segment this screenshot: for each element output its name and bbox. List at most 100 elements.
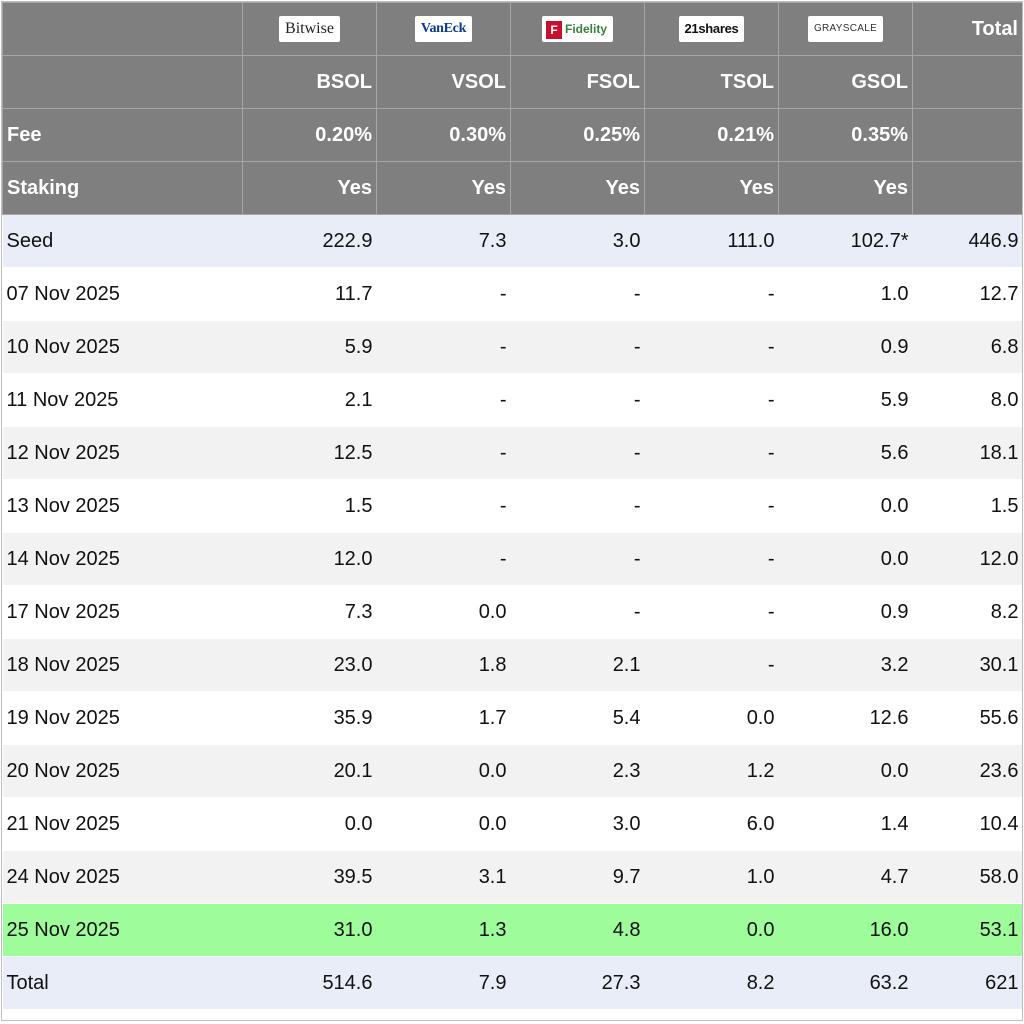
row-total-cell: 30.1 bbox=[912, 638, 1023, 692]
flow-value-cell: 0.0 bbox=[376, 797, 511, 851]
table-row: 07 Nov 2025 11.7- - -1.0 12.7 bbox=[2, 267, 1023, 321]
flow-value-cell: - bbox=[510, 373, 645, 427]
row-label: 10 Nov 2025 bbox=[2, 320, 243, 374]
issuer-logo-cell: Bitwise bbox=[242, 2, 377, 56]
table-row: 24 Nov 2025 39.5 3.1 9.7 1.0 4.7 58.0 bbox=[2, 850, 1023, 904]
flow-value-cell: 35.9 bbox=[242, 691, 377, 745]
flow-value-cell: 12.6 bbox=[778, 691, 913, 745]
flow-value-cell: 0.0 bbox=[376, 585, 511, 639]
flow-value-cell: 8.2 bbox=[644, 956, 779, 1010]
row-total-cell: 12.7 bbox=[912, 267, 1023, 321]
flow-value-cell: 5.4 bbox=[510, 691, 645, 745]
vaneck-logo: VanEck bbox=[414, 16, 473, 42]
flow-value-cell: 23.0 bbox=[242, 638, 377, 692]
table-row: 12 Nov 2025 12.5- - -5.6 18.1 bbox=[2, 426, 1023, 480]
flow-value-cell: 11.7 bbox=[242, 267, 377, 321]
flow-value-cell: 16.0 bbox=[778, 903, 913, 957]
issuer-logo-text: Fidelity bbox=[564, 22, 607, 36]
row-total-cell: 6.8 bbox=[912, 320, 1023, 374]
total-fee-blank bbox=[912, 108, 1023, 162]
fee-cell: 0.25% bbox=[510, 108, 645, 162]
issuer-logo-cell: GRAYSCALE bbox=[778, 2, 913, 56]
flow-value-cell: 1.0 bbox=[644, 850, 779, 904]
flow-value-cell: 1.8 bbox=[376, 638, 511, 692]
flow-value-cell: 0.0 bbox=[644, 903, 779, 957]
flow-value-cell: 2.3 bbox=[510, 744, 645, 798]
flow-value-cell: 1.4 bbox=[778, 797, 913, 851]
flow-value-cell: 0.0 bbox=[778, 532, 913, 586]
flow-value-cell: 2.1 bbox=[510, 638, 645, 692]
issuer-logo-cell: F Fidelity bbox=[510, 2, 645, 56]
flow-value-cell: 1.5 bbox=[242, 479, 377, 533]
table-row: 10 Nov 2025 5.9- - -0.9 6.8 bbox=[2, 320, 1023, 374]
logo-row: Bitwise VanEck F Fidelity 21shares GRAYSCALE T… bbox=[2, 2, 1023, 56]
row-label: Total bbox=[2, 956, 243, 1010]
flow-value-cell: 20.1 bbox=[242, 744, 377, 798]
table-header: Bitwise VanEck F Fidelity 21shares GRAYSCALE T… bbox=[2, 2, 1023, 215]
row-total-cell: 55.6 bbox=[912, 691, 1023, 745]
row-total-cell: 8.2 bbox=[912, 585, 1023, 639]
row-label: 18 Nov 2025 bbox=[2, 638, 243, 692]
total-staking-blank bbox=[912, 161, 1023, 215]
flow-value-cell: 1.7 bbox=[376, 691, 511, 745]
table-row: 19 Nov 2025 35.9 1.7 5.4 0.0 12.6 55.6 bbox=[2, 691, 1023, 745]
flow-value-cell: - bbox=[644, 373, 779, 427]
flow-value-cell: 102.7* bbox=[778, 214, 913, 268]
flow-value-cell: - bbox=[510, 479, 645, 533]
flow-value-cell: - bbox=[376, 267, 511, 321]
flow-value-cell: 12.0 bbox=[242, 532, 377, 586]
flow-value-cell: - bbox=[644, 585, 779, 639]
flow-value-cell: 6.0 bbox=[644, 797, 779, 851]
fee-row-label: Fee bbox=[2, 108, 243, 162]
flow-value-cell: - bbox=[376, 373, 511, 427]
row-label: 11 Nov 2025 bbox=[2, 373, 243, 427]
flow-value-cell: 5.9 bbox=[242, 320, 377, 374]
total-row: Total 514.6 7.9 27.3 8.2 63.2 621 bbox=[2, 956, 1023, 1010]
staking-cell: Yes bbox=[644, 161, 779, 215]
flow-value-cell: 7.3 bbox=[242, 585, 377, 639]
flow-value-cell: 5.6 bbox=[778, 426, 913, 480]
row-label: 21 Nov 2025 bbox=[2, 797, 243, 851]
table-row: 25 Nov 2025 31.0 1.3 4.8 0.0 16.0 53.1 bbox=[2, 903, 1023, 957]
row-label: 19 Nov 2025 bbox=[2, 691, 243, 745]
flow-value-cell: - bbox=[376, 320, 511, 374]
ticker-cell: GSOL bbox=[778, 55, 913, 109]
flow-value-cell: 0.9 bbox=[778, 320, 913, 374]
table-row: 17 Nov 2025 7.3 0.0- -0.9 8.2 bbox=[2, 585, 1023, 639]
flow-value-cell: - bbox=[644, 320, 779, 374]
flow-value-cell: 4.8 bbox=[510, 903, 645, 957]
flow-value-cell: 12.5 bbox=[242, 426, 377, 480]
bitwise-logo: Bitwise bbox=[279, 16, 340, 42]
flow-value-cell: 514.6 bbox=[242, 956, 377, 1010]
flow-value-cell: 27.3 bbox=[510, 956, 645, 1010]
row-total-cell: 10.4 bbox=[912, 797, 1023, 851]
issuer-logo-cell: VanEck bbox=[376, 2, 511, 56]
flow-value-cell: 0.9 bbox=[778, 585, 913, 639]
fidelity-logo: F Fidelity bbox=[541, 16, 613, 42]
row-label: 12 Nov 2025 bbox=[2, 426, 243, 480]
flow-value-cell: 3.2 bbox=[778, 638, 913, 692]
flow-value-cell: 3.0 bbox=[510, 797, 645, 851]
table-row: 13 Nov 2025 1.5- - -0.0 1.5 bbox=[2, 479, 1023, 533]
flow-value-cell: - bbox=[510, 585, 645, 639]
fee-cell: 0.35% bbox=[778, 108, 913, 162]
flow-value-cell: 0.0 bbox=[242, 797, 377, 851]
flow-value-cell: 0.0 bbox=[644, 691, 779, 745]
table-row: 14 Nov 2025 12.0- - -0.0 12.0 bbox=[2, 532, 1023, 586]
table-row: 11 Nov 2025 2.1- - -5.9 8.0 bbox=[2, 373, 1023, 427]
row-label: Seed bbox=[2, 214, 243, 268]
flow-value-cell: - bbox=[376, 479, 511, 533]
staking-cell: Yes bbox=[778, 161, 913, 215]
corner-cell bbox=[2, 2, 243, 56]
row-total-cell: 58.0 bbox=[912, 850, 1023, 904]
flow-value-cell: 5.9 bbox=[778, 373, 913, 427]
flow-value-cell: - bbox=[510, 320, 645, 374]
flow-value-cell: - bbox=[510, 532, 645, 586]
flow-value-cell: - bbox=[644, 532, 779, 586]
flow-value-cell: - bbox=[644, 426, 779, 480]
row-label: 07 Nov 2025 bbox=[2, 267, 243, 321]
row-total-cell: 18.1 bbox=[912, 426, 1023, 480]
table-row: 18 Nov 2025 23.0 1.8 2.1-3.2 30.1 bbox=[2, 638, 1023, 692]
